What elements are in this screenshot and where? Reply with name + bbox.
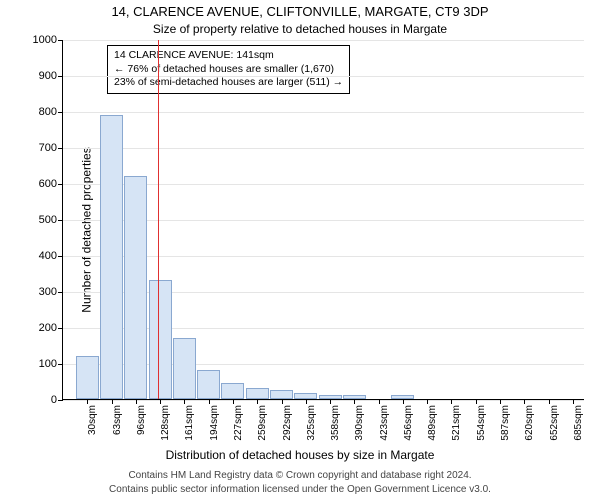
- annotation-line-3: 23% of semi-detached houses are larger (…: [114, 76, 343, 90]
- histogram-bar: [100, 115, 123, 399]
- title-line-2: Size of property relative to detached ho…: [0, 22, 600, 36]
- histogram-bar: [270, 390, 293, 399]
- xtick-label: 423sqm: [379, 405, 390, 441]
- xtick-label: 587sqm: [500, 405, 511, 441]
- ytick-label: 600: [39, 178, 57, 190]
- grid-line: [63, 400, 584, 401]
- xtick-label: 259sqm: [257, 405, 268, 441]
- xtick-mark: [549, 399, 550, 404]
- xtick-label: 456sqm: [403, 405, 414, 441]
- xtick-label: 390sqm: [354, 405, 365, 441]
- ytick-label: 900: [39, 70, 57, 82]
- histogram-bar: [221, 383, 244, 399]
- xtick-mark: [282, 399, 283, 404]
- footer-line-2: Contains public sector information licen…: [0, 484, 600, 495]
- grid-line: [63, 76, 584, 77]
- ytick-mark: [58, 256, 63, 257]
- histogram-bar: [76, 356, 99, 399]
- annotation-line-2: ← 76% of detached houses are smaller (1,…: [114, 63, 343, 77]
- xtick-mark: [330, 399, 331, 404]
- histogram-bar: [197, 370, 220, 399]
- xtick-label: 30sqm: [87, 405, 98, 435]
- xtick-mark: [573, 399, 574, 404]
- xtick-label: 652sqm: [549, 405, 560, 441]
- plot-area: 14 CLARENCE AVENUE: 141sqm ← 76% of deta…: [62, 40, 584, 400]
- footer-line-1: Contains HM Land Registry data © Crown c…: [0, 470, 600, 481]
- xtick-label: 161sqm: [184, 405, 195, 441]
- histogram-bar: [173, 338, 196, 399]
- ytick-mark: [58, 40, 63, 41]
- grid-line: [63, 40, 584, 41]
- ytick-label: 1000: [33, 34, 57, 46]
- xtick-label: 292sqm: [282, 405, 293, 441]
- xtick-mark: [427, 399, 428, 404]
- annotation-box: 14 CLARENCE AVENUE: 141sqm ← 76% of deta…: [107, 45, 350, 94]
- xtick-mark: [184, 399, 185, 404]
- xtick-mark: [403, 399, 404, 404]
- chart-container: 14, CLARENCE AVENUE, CLIFTONVILLE, MARGA…: [0, 0, 600, 500]
- xtick-mark: [306, 399, 307, 404]
- histogram-bar: [246, 388, 269, 399]
- grid-line: [63, 112, 584, 113]
- histogram-bar: [149, 280, 172, 399]
- xtick-mark: [233, 399, 234, 404]
- xtick-mark: [500, 399, 501, 404]
- xtick-label: 325sqm: [306, 405, 317, 441]
- annotation-line-1: 14 CLARENCE AVENUE: 141sqm: [114, 49, 343, 63]
- xtick-mark: [136, 399, 137, 404]
- xtick-mark: [476, 399, 477, 404]
- ytick-label: 100: [39, 358, 57, 370]
- ytick-mark: [58, 76, 63, 77]
- ytick-mark: [58, 328, 63, 329]
- xtick-mark: [379, 399, 380, 404]
- ytick-label: 400: [39, 250, 57, 262]
- xtick-mark: [112, 399, 113, 404]
- ytick-mark: [58, 184, 63, 185]
- ytick-label: 500: [39, 214, 57, 226]
- xtick-mark: [524, 399, 525, 404]
- xtick-label: 489sqm: [427, 405, 438, 441]
- ytick-mark: [58, 148, 63, 149]
- xtick-mark: [160, 399, 161, 404]
- xtick-mark: [354, 399, 355, 404]
- xtick-label: 685sqm: [573, 405, 584, 441]
- xtick-label: 554sqm: [476, 405, 487, 441]
- xtick-label: 128sqm: [160, 405, 171, 441]
- ytick-label: 200: [39, 322, 57, 334]
- xtick-label: 620sqm: [524, 405, 535, 441]
- reference-line: [158, 40, 159, 399]
- ytick-label: 800: [39, 106, 57, 118]
- ytick-mark: [58, 292, 63, 293]
- ytick-label: 700: [39, 142, 57, 154]
- title-line-1: 14, CLARENCE AVENUE, CLIFTONVILLE, MARGA…: [0, 4, 600, 19]
- xtick-mark: [257, 399, 258, 404]
- xtick-mark: [87, 399, 88, 404]
- xtick-label: 194sqm: [209, 405, 220, 441]
- grid-line: [63, 148, 584, 149]
- ytick-mark: [58, 112, 63, 113]
- histogram-bar: [124, 176, 147, 399]
- xtick-label: 521sqm: [451, 405, 462, 441]
- xtick-label: 63sqm: [112, 405, 123, 435]
- ytick-label: 300: [39, 286, 57, 298]
- ytick-mark: [58, 400, 63, 401]
- x-axis-label: Distribution of detached houses by size …: [0, 448, 600, 462]
- ytick-mark: [58, 220, 63, 221]
- ytick-label: 0: [51, 394, 57, 406]
- ytick-mark: [58, 364, 63, 365]
- xtick-label: 358sqm: [330, 405, 341, 441]
- xtick-label: 96sqm: [136, 405, 147, 435]
- xtick-label: 227sqm: [233, 405, 244, 441]
- xtick-mark: [209, 399, 210, 404]
- xtick-mark: [451, 399, 452, 404]
